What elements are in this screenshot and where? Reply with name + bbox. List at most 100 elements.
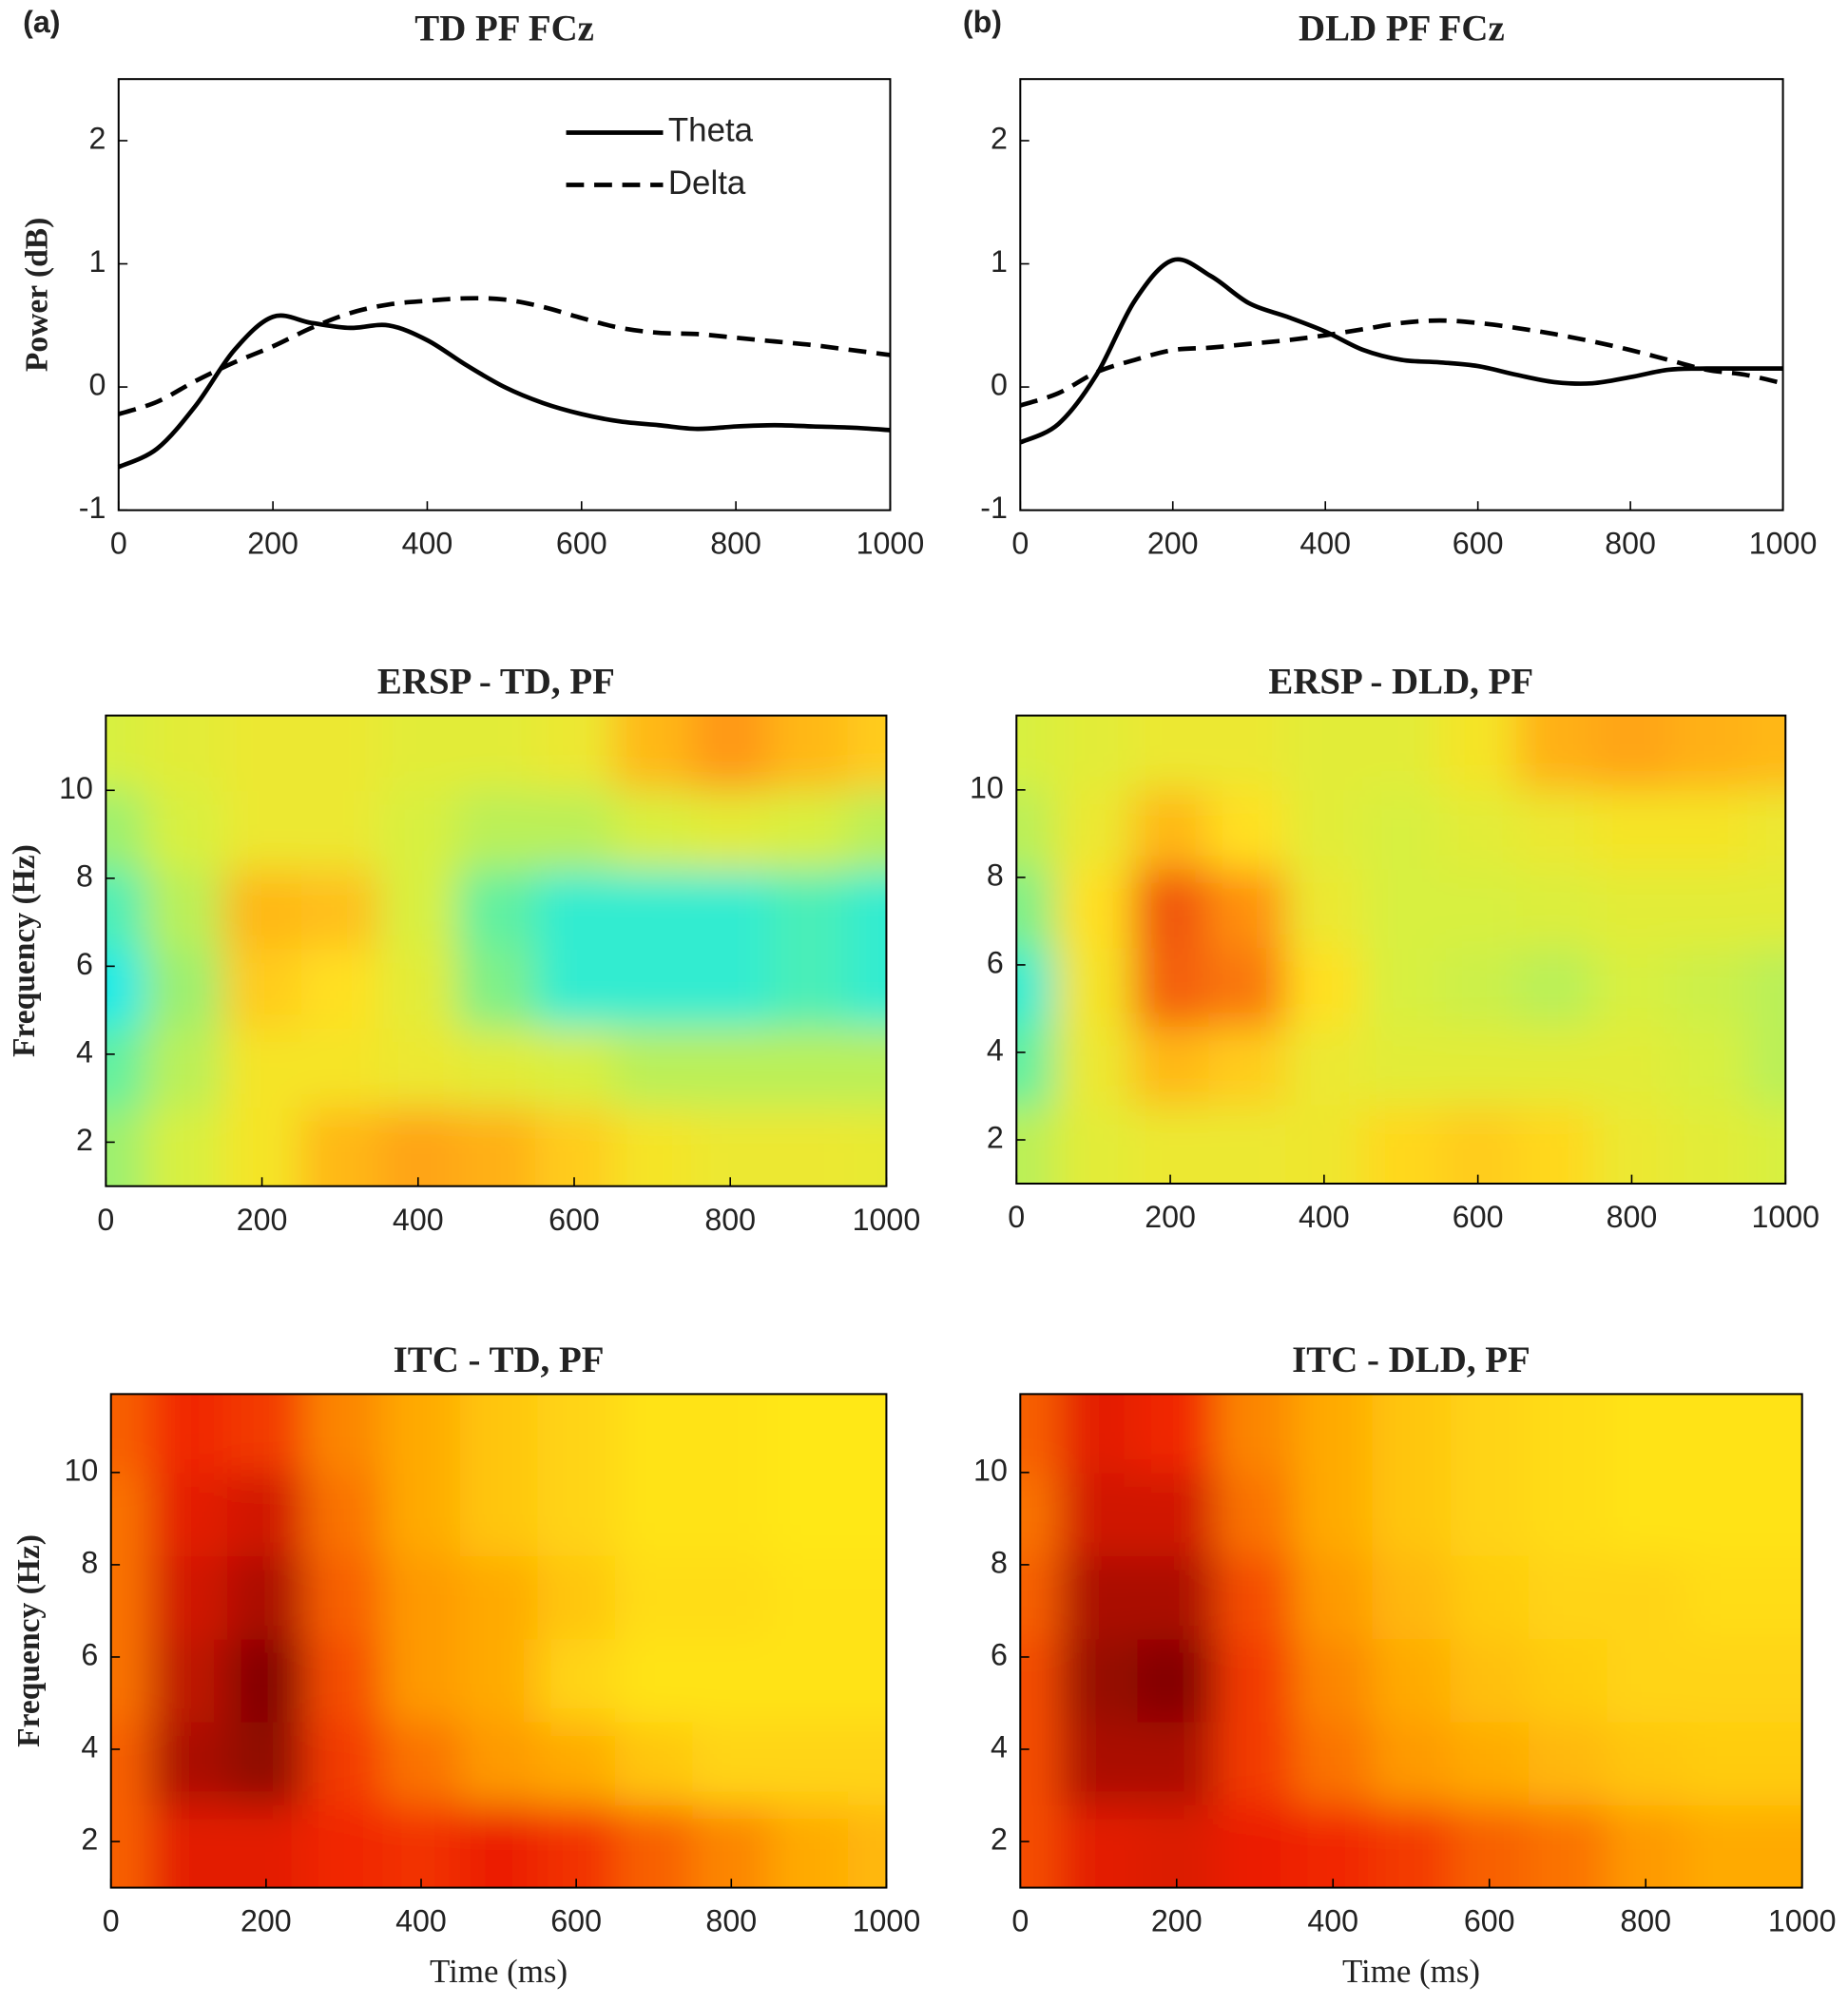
heatmap-cell <box>1016 1026 1056 1106</box>
heatmap-cell <box>110 1555 151 1640</box>
heatmap-cell <box>1020 1555 1061 1640</box>
plot-frame <box>1015 714 1787 1186</box>
heatmap-cell <box>1684 1804 1764 1888</box>
heatmap-cell <box>1439 715 1517 791</box>
panel-label: (b) <box>963 5 1002 39</box>
y-tick-label: 10 <box>970 770 1004 804</box>
heatmap-cell <box>300 1028 380 1109</box>
heatmap-cell <box>613 715 692 791</box>
heatmap-cell <box>1059 1394 1139 1474</box>
x-tick-label: 800 <box>705 1904 757 1938</box>
plot-frame <box>105 714 888 1187</box>
heatmap-cell <box>614 1472 694 1556</box>
x-tick-label: 800 <box>1620 1904 1671 1938</box>
heatmap-cell <box>1607 1555 1686 1640</box>
heatmap-cell <box>227 1555 306 1640</box>
heatmap-cell <box>1208 789 1287 870</box>
heatmap-cell <box>1607 1472 1686 1556</box>
heatmap-cell <box>456 790 536 871</box>
legend-label: Theta <box>668 112 754 149</box>
x-tick-label: 800 <box>704 1203 756 1237</box>
heatmap-cell <box>304 1804 383 1888</box>
heatmap-cell <box>1450 1804 1530 1888</box>
heatmap-cell <box>227 1721 306 1805</box>
y-tick-label: 10 <box>64 1453 98 1487</box>
heatmap-cell <box>1684 1721 1764 1805</box>
heatmap-cell <box>1208 868 1287 949</box>
heatmap-cell <box>1059 1721 1139 1805</box>
heatmap-cell <box>1762 1472 1802 1556</box>
heatmap-cell <box>1362 947 1440 1028</box>
heatmap-cell <box>378 1107 458 1186</box>
heatmap-cell <box>1762 1804 1802 1888</box>
heatmap-cell <box>1528 1638 1607 1723</box>
plot-frame <box>109 1393 888 1889</box>
heatmap <box>106 715 887 1186</box>
y-axis-label: Power (dB) <box>19 218 54 372</box>
heatmap-cell <box>1372 1638 1452 1723</box>
panel-label: (a) <box>23 5 60 39</box>
heatmap-cell <box>227 1638 306 1723</box>
heatmap-cell <box>769 790 849 871</box>
heatmap-cell <box>459 1472 539 1556</box>
heatmap-cell <box>769 869 849 950</box>
y-tick-label: -1 <box>980 491 1008 525</box>
heatmap-cell <box>1016 789 1056 870</box>
heatmap-cell <box>847 1028 887 1109</box>
heatmap-cell <box>1020 1394 1061 1474</box>
heatmap-cell <box>537 1804 616 1888</box>
heatmap-cell <box>1528 1555 1607 1640</box>
heatmap-cell <box>456 869 536 950</box>
heatmap-cell <box>613 1107 692 1186</box>
heatmap-cell <box>691 869 770 950</box>
y-tick-label: 6 <box>991 1637 1008 1671</box>
panel: 0 200 400 600 800 1000 2 4 6 8 10 ERSP - TD, PF Freq… <box>7 661 920 1237</box>
heatmap-cell <box>769 1028 849 1109</box>
heatmap-cell <box>1215 1394 1295 1474</box>
heatmap-cell <box>1762 1638 1802 1723</box>
heatmap-cell <box>692 1638 771 1723</box>
heatmap-cell <box>1607 1804 1686 1888</box>
heatmap-cell <box>1020 1638 1061 1723</box>
x-tick-label: 600 <box>556 527 607 561</box>
heatmap-cell <box>304 1638 383 1723</box>
heatmap-cell <box>1215 1555 1295 1640</box>
heatmap-cell <box>1372 1394 1452 1474</box>
heatmap-cell <box>770 1804 849 1888</box>
y-tick-label: 2 <box>987 1120 1004 1154</box>
heatmap-cell <box>1054 1105 1133 1185</box>
heatmap-cell <box>534 948 614 1029</box>
x-tick-label: 0 <box>97 1203 114 1237</box>
heatmap-cell <box>537 1472 616 1556</box>
heatmap-cell <box>304 1394 383 1474</box>
x-tick-label: 200 <box>1145 1200 1196 1234</box>
heatmap-cell <box>1215 1721 1295 1805</box>
heatmap-cell <box>1607 1394 1686 1474</box>
heatmap-cell <box>1137 1394 1217 1474</box>
heatmap-cell <box>110 1394 151 1474</box>
x-tick-label: 800 <box>710 527 761 561</box>
heatmap-cell <box>534 869 614 950</box>
heatmap-cell <box>300 1107 380 1186</box>
heatmap-cell <box>1131 1026 1210 1106</box>
heatmap-cell <box>1362 789 1440 870</box>
chart-title: ITC - TD, PF <box>394 1340 605 1380</box>
heatmap-cell <box>534 790 614 871</box>
y-tick-label: 4 <box>991 1730 1008 1764</box>
y-tick-label: 1 <box>991 244 1008 279</box>
heatmap-cell <box>1294 1721 1374 1805</box>
heatmap-cell <box>300 948 380 1029</box>
heatmap-cell <box>1131 868 1210 949</box>
heatmap-cell <box>144 869 224 950</box>
heatmap-cell <box>1516 868 1594 949</box>
heatmap-cell <box>1285 1026 1363 1106</box>
y-tick-label: 2 <box>991 1822 1008 1857</box>
heatmap-cell <box>1439 1026 1517 1106</box>
x-tick-label: 1000 <box>857 527 925 561</box>
heatmap-cell <box>456 715 536 791</box>
y-axis-label: Frequency (Hz) <box>11 1534 47 1747</box>
heatmap-cell <box>692 1394 771 1474</box>
x-tick-label: 400 <box>1307 1904 1358 1938</box>
heatmap-cell <box>1669 1026 1748 1106</box>
